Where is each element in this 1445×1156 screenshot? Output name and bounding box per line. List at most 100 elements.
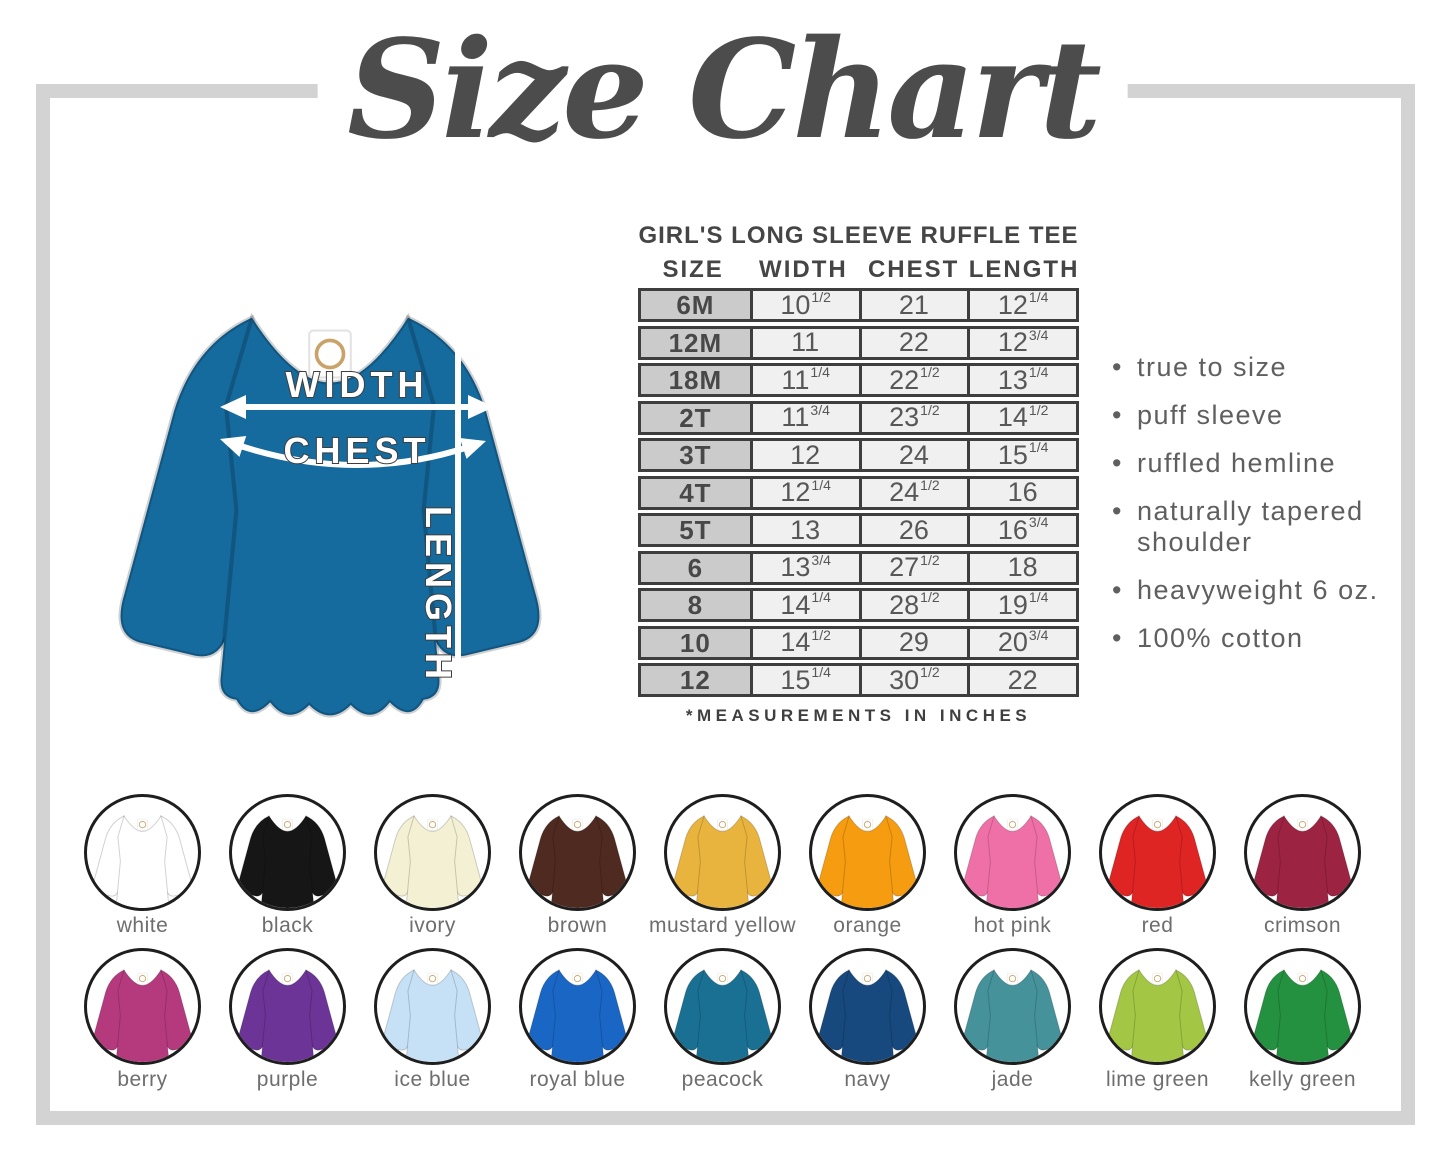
swatch-label: crimson bbox=[1263, 914, 1341, 937]
feature-list: • true to size • puff sleeve • ruffled h… bbox=[1112, 352, 1412, 671]
shirt-icon bbox=[382, 815, 483, 908]
table-row: 18M 11 1/4 22 1/2 13 1/4 bbox=[638, 363, 1079, 397]
swatch-circle bbox=[374, 794, 491, 911]
swatch-label: hot pink bbox=[973, 914, 1052, 937]
table-row: 6M 10 1/2 21 12 1/4 bbox=[638, 288, 1079, 322]
table-row: 12 15 1/4 30 1/2 22 bbox=[638, 663, 1079, 697]
size-cell: 12M bbox=[641, 328, 750, 357]
column-header-size: SIZE bbox=[662, 256, 724, 283]
size-cell: 6 bbox=[641, 553, 750, 582]
swatch-label: ivory bbox=[409, 914, 456, 937]
length-arrow bbox=[446, 292, 470, 708]
length-cell: 12 1/4 bbox=[967, 290, 1076, 319]
table-row: 5T 13 26 16 3/4 bbox=[638, 513, 1079, 547]
table-row: 4T 12 1/4 24 1/2 16 bbox=[638, 475, 1079, 510]
width-cell: 15 1/4 bbox=[749, 665, 859, 694]
chest-cell: 27 1/2 bbox=[858, 553, 968, 582]
size-cell: 8 bbox=[641, 591, 750, 619]
swatch-label: kelly green bbox=[1248, 1068, 1357, 1091]
swatch-circle bbox=[519, 948, 636, 1065]
shirt-icon bbox=[962, 815, 1063, 908]
feature-item: • heavyweight 6 oz. bbox=[1112, 575, 1412, 607]
shirt-icon bbox=[527, 815, 628, 908]
swatch-label: purple bbox=[256, 1068, 319, 1091]
swatch-label: royal blue bbox=[529, 1068, 626, 1091]
swatch-circle bbox=[1244, 948, 1361, 1065]
table-row: 10 14 1/2 29 20 3/4 bbox=[638, 625, 1079, 660]
color-swatch: kelly green bbox=[1230, 948, 1375, 1092]
feature-text: ruffled hemline bbox=[1136, 447, 1337, 478]
color-swatch: hot pink bbox=[940, 794, 1085, 938]
shirt-icon bbox=[92, 969, 193, 1062]
length-cell: 12 3/4 bbox=[967, 328, 1076, 357]
swatch-circle bbox=[809, 948, 926, 1065]
shirt-icon bbox=[672, 969, 773, 1062]
width-arrow bbox=[220, 395, 494, 419]
swatch-circle bbox=[374, 948, 491, 1065]
swatch-circle bbox=[664, 794, 781, 911]
feature-text: 100% cotton bbox=[1136, 623, 1304, 654]
shirt-icon bbox=[1252, 969, 1353, 1062]
table-row: 3T 12 24 15 1/4 bbox=[638, 438, 1079, 472]
feature-text: puff sleeve bbox=[1136, 399, 1284, 430]
width-arrow-label: WIDTH bbox=[286, 364, 429, 405]
size-cell: 2T bbox=[641, 403, 750, 432]
swatch-label: navy bbox=[844, 1068, 891, 1091]
swatch-label: black bbox=[261, 914, 314, 937]
chest-cell: 21 bbox=[858, 291, 968, 319]
swatch-circle bbox=[84, 794, 201, 911]
swatch-circle bbox=[1099, 948, 1216, 1065]
swatch-label: berry bbox=[117, 1068, 168, 1091]
color-swatch: purple bbox=[215, 948, 360, 1092]
size-cell: 4T bbox=[641, 478, 750, 507]
length-cell: 16 3/4 bbox=[967, 515, 1076, 544]
page-title: Size Chart bbox=[317, 0, 1128, 190]
width-cell: 10 1/2 bbox=[749, 290, 859, 319]
color-swatch: red bbox=[1085, 794, 1230, 938]
size-cell: 18M bbox=[641, 366, 750, 394]
shirt-illustration: WIDTH CHEST LENGTH bbox=[70, 292, 590, 770]
swatch-circle bbox=[229, 794, 346, 911]
shirt-icon bbox=[817, 815, 918, 908]
shirt-measurement-diagram: WIDTH CHEST LENGTH bbox=[70, 250, 590, 770]
color-swatch: orange bbox=[795, 794, 940, 938]
chest-cell: 24 bbox=[858, 441, 968, 469]
shirt-icon bbox=[962, 969, 1063, 1062]
length-cell: 19 1/4 bbox=[967, 590, 1076, 619]
chest-cell: 23 1/2 bbox=[858, 403, 968, 432]
color-swatch: peacock bbox=[650, 948, 795, 1092]
column-header-width: WIDTH bbox=[759, 256, 848, 283]
length-cell: 20 3/4 bbox=[967, 628, 1076, 657]
bullet-icon: • bbox=[1112, 447, 1123, 478]
table-row: 2T 11 3/4 23 1/2 14 1/2 bbox=[638, 400, 1079, 435]
chest-cell: 26 bbox=[858, 516, 968, 544]
size-cell: 12 bbox=[641, 666, 750, 694]
shirt-icon bbox=[92, 815, 193, 908]
swatch-label: white bbox=[116, 914, 169, 937]
column-header-chest: CHEST bbox=[867, 256, 960, 283]
color-swatch: lime green bbox=[1085, 948, 1230, 1092]
table-column-headers: SIZE WIDTH CHEST LENGTH bbox=[638, 256, 1079, 284]
shirt-icon bbox=[237, 815, 338, 908]
bullet-icon: • bbox=[1112, 495, 1123, 526]
swatch-circle bbox=[809, 794, 926, 911]
swatch-row: white black ivory brown mustard yellow o… bbox=[70, 794, 1375, 938]
length-cell: 15 1/4 bbox=[967, 440, 1076, 469]
chest-cell: 28 1/2 bbox=[858, 590, 968, 619]
shirt-icon bbox=[1107, 815, 1208, 908]
color-swatch: brown bbox=[505, 794, 650, 938]
feature-text: true to size bbox=[1136, 352, 1288, 382]
width-cell: 11 bbox=[749, 328, 859, 357]
color-swatch: berry bbox=[70, 948, 215, 1092]
width-cell: 14 1/4 bbox=[749, 590, 859, 619]
shirt-icon bbox=[817, 969, 918, 1062]
swatch-circle bbox=[1099, 794, 1216, 911]
feature-item: • true to size bbox=[1112, 352, 1412, 384]
bullet-icon: • bbox=[1112, 352, 1123, 382]
width-cell: 14 1/2 bbox=[749, 628, 859, 657]
width-cell: 12 bbox=[749, 441, 859, 469]
swatch-label: mustard yellow bbox=[648, 914, 797, 937]
table-row: 6 13 3/4 27 1/2 18 bbox=[638, 550, 1079, 585]
swatch-row: berry purple ice blue royal blue peacock… bbox=[70, 948, 1375, 1092]
bullet-icon: • bbox=[1112, 623, 1123, 654]
